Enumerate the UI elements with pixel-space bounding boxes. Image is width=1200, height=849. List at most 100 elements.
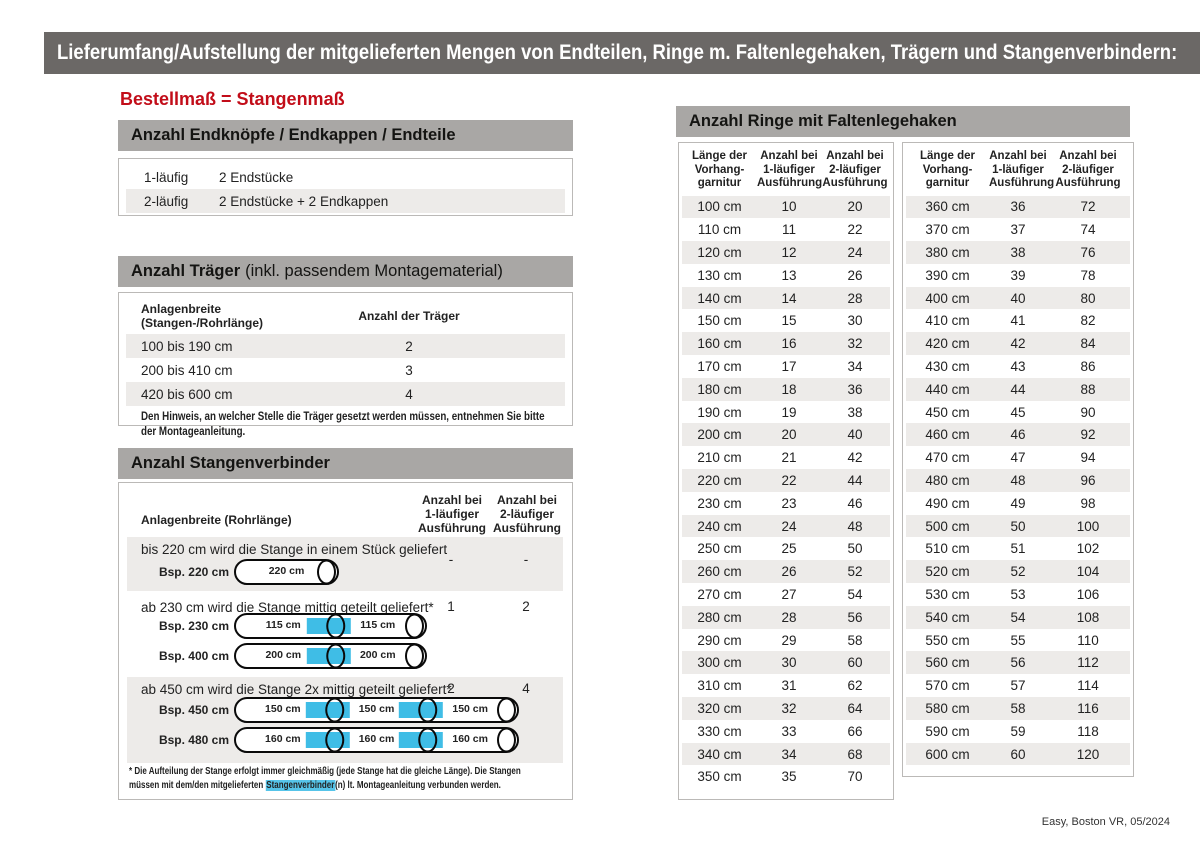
ring-cell: 54 (1010, 609, 1026, 625)
ring-table-row: 540 cm 54 108 (906, 605, 1130, 629)
ring-table-row: 380 cm 38 76 (906, 241, 1130, 264)
ring-table-row: 590 cm 59 118 (906, 720, 1130, 743)
rod-segment-label: 150 cm (265, 703, 301, 715)
ring-cell: 32 (781, 700, 797, 716)
ring-cell: 50 (1010, 518, 1026, 534)
ring-cell: 11 (781, 222, 796, 238)
ring-cell: 100 (1076, 518, 1100, 534)
ring-cell: 100 cm (697, 199, 742, 215)
ring-cell: 16 (781, 336, 797, 352)
rod-example: Bsp. 450 cm 150 cm 150 cm 150 cm (127, 697, 519, 723)
rod-joint-icon (324, 727, 344, 753)
ring-cell: 34 (847, 358, 863, 374)
ring-cell: 58 (847, 632, 863, 648)
rod-segment-label: 200 cm (359, 649, 396, 661)
ring-cell: 76 (1080, 244, 1096, 260)
rod-segment-label: 115 cm (360, 619, 396, 631)
ring-cell: 320 cm (697, 700, 742, 716)
ring-table-row: 430 cm 43 86 (906, 355, 1130, 378)
ring-cell: 114 (1077, 678, 1099, 694)
ring-table-left: Länge der Vorhang- garnitur Anzahl bei 1-… (678, 142, 894, 800)
ring-table-row: 560 cm 56 112 (906, 651, 1130, 675)
rod-graphic: 220 cm (234, 559, 339, 585)
traeger-table: Anlagenbreite (Stangen-/Rohrlänge) Anzah… (118, 292, 573, 438)
ring-cell: 230 cm (697, 495, 742, 511)
ring-cell: 51 (1010, 541, 1026, 557)
ring-cell: 22 (847, 222, 863, 238)
ring-cell: 102 (1076, 541, 1100, 557)
ring-cell: 30 (781, 655, 797, 671)
ring-table-row: 520 cm 52 104 (906, 560, 1130, 584)
ring-col-header: Anzahl bei 2-läufiger Ausführung (1055, 150, 1121, 189)
ring-table-row: 500 cm 50 100 (906, 514, 1130, 538)
ring-cell: 23 (781, 495, 797, 511)
ring-cell: 80 (1080, 290, 1096, 306)
verbinder-count-1laeufig: 1 (447, 599, 455, 614)
ring-cell: 300 cm (697, 655, 742, 671)
ring-cell: 26 (781, 564, 797, 580)
traeger-row-range: 100 bis 190 cm (141, 338, 233, 354)
ring-cell: 88 (1080, 381, 1096, 397)
ring-table-row: 550 cm 55 110 (906, 629, 1130, 652)
ring-cell: 350 cm (697, 769, 742, 785)
ring-cell: 56 (847, 609, 863, 625)
document-title: Lieferumfang/Aufstellung der mitgeliefer… (57, 41, 1178, 64)
rod-joint-icon (325, 643, 345, 669)
ring-cell: 310 cm (697, 678, 742, 694)
traeger-row-range: 420 bis 600 cm (141, 386, 233, 402)
rod-example: Bsp. 400 cm 200 cm 200 cm (127, 643, 427, 669)
ring-cell: 14 (781, 290, 797, 306)
ring-cell: 118 (1077, 723, 1099, 739)
ring-table-row: 410 cm 41 82 (906, 309, 1130, 332)
section-header-endteile: Anzahl Endknöpfe / Endkappen / Endteile (118, 120, 573, 151)
verbinder-col-anlagenbreite: Anlagenbreite (Rohrlänge) (141, 513, 292, 527)
ring-cell: 84 (1080, 336, 1096, 352)
ring-cell: 460 cm (925, 427, 970, 443)
rod-endcap-icon (405, 613, 424, 639)
ring-cell: 400 cm (925, 290, 970, 306)
endteile-row-value: 2 Endstücke + 2 Endkappen (219, 193, 389, 209)
traeger-row: 200 bis 410 cm 3 (126, 358, 565, 382)
ring-col-header: Länge der Vorhang- garnitur (692, 150, 747, 189)
ring-table-row: 160 cm 16 32 (682, 332, 890, 356)
endteile-row-label: 1-läufig (144, 169, 189, 185)
ring-cell: 44 (847, 472, 863, 488)
ring-col-header: Anzahl bei 1-läufiger Ausführung (989, 150, 1055, 189)
rod-segment-label: 160 cm (358, 733, 395, 745)
ring-cell: 33 (781, 723, 797, 739)
ring-cell: 52 (1010, 564, 1026, 580)
endteile-table-body: 1-läufig 2 Endstücke 2-läufig 2 Endstücke +… (119, 165, 572, 213)
rod-joint-icon (325, 613, 345, 639)
endteile-table: 1-läufig 2 Endstücke 2-läufig 2 Endstücke +… (118, 158, 573, 216)
ring-cell: 45 (1010, 404, 1026, 420)
ring-cell: 550 cm (925, 632, 970, 648)
ring-table-row: 510 cm 51 102 (906, 537, 1130, 560)
ring-table-row: 450 cm 45 90 (906, 401, 1130, 424)
ring-cell: 98 (1080, 495, 1096, 511)
ring-cell: 57 (1010, 678, 1026, 694)
ring-table-row: 420 cm 42 84 (906, 332, 1130, 356)
ring-cell: 46 (1010, 427, 1026, 443)
rod-example-label: Bsp. 480 cm (158, 733, 229, 747)
endteile-row-label: 2-läufig (144, 193, 189, 209)
ring-table-row: 340 cm 34 68 (682, 742, 890, 766)
ring-cell: 27 (781, 586, 797, 602)
traeger-col-anzahl: Anzahl der Träger (358, 309, 460, 323)
ring-cell: 39 (1010, 267, 1026, 283)
ring-cell: 41 (1010, 313, 1026, 329)
ring-cell: 360 cm (925, 199, 970, 215)
ring-cell: 35 (781, 769, 797, 785)
ring-cell: 104 (1076, 564, 1100, 580)
ring-cell: 18 (781, 381, 797, 397)
ring-cell: 68 (847, 746, 863, 762)
ring-table-row: 440 cm 44 88 (906, 377, 1130, 401)
traeger-row: 100 bis 190 cm 2 (126, 334, 565, 358)
ring-cell: 15 (781, 313, 797, 329)
ring-cell: 29 (781, 632, 797, 648)
ring-cell: 94 (1080, 450, 1096, 466)
verbinder-group: bis 220 cm wird die Stange in einem Stüc… (127, 537, 563, 591)
ring-table-row: 360 cm 36 72 (906, 195, 1130, 219)
rod-graphic: 160 cm 160 cm 160 cm (234, 727, 519, 753)
ring-cell: 31 (781, 678, 797, 694)
ring-cell: 38 (847, 404, 863, 420)
